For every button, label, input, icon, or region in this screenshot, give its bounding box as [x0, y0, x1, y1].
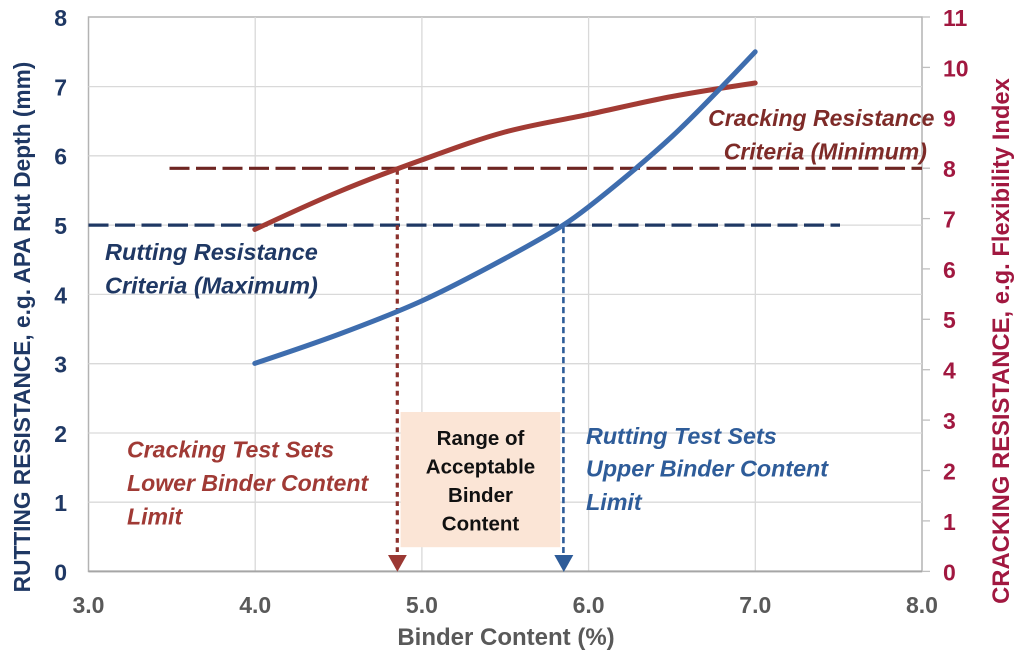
- svg-text:Binder Content (%): Binder Content (%): [397, 624, 614, 651]
- svg-text:Cracking Test Sets: Cracking Test Sets: [127, 436, 334, 462]
- svg-text:Binder: Binder: [448, 484, 513, 507]
- svg-text:Lower Binder Content: Lower Binder Content: [127, 470, 370, 496]
- svg-text:5: 5: [943, 307, 956, 333]
- svg-text:2: 2: [54, 421, 67, 447]
- svg-text:7: 7: [54, 75, 67, 101]
- svg-text:8: 8: [54, 5, 67, 31]
- svg-text:5: 5: [54, 213, 67, 239]
- svg-text:Limit: Limit: [127, 504, 183, 530]
- svg-text:8: 8: [943, 156, 956, 182]
- svg-text:4: 4: [943, 358, 956, 384]
- svg-text:5.0: 5.0: [406, 592, 438, 618]
- svg-text:Upper Binder Content: Upper Binder Content: [586, 456, 829, 482]
- svg-text:Rutting Test Sets: Rutting Test Sets: [586, 423, 777, 449]
- svg-text:Cracking Resistance: Cracking Resistance: [708, 105, 934, 131]
- svg-text:9: 9: [943, 106, 956, 132]
- svg-text:6: 6: [943, 257, 956, 283]
- svg-text:Criteria (Minimum): Criteria (Minimum): [724, 138, 927, 164]
- svg-text:6: 6: [54, 144, 67, 170]
- svg-text:3: 3: [943, 408, 956, 434]
- svg-text:0: 0: [54, 559, 67, 585]
- svg-text:3: 3: [54, 352, 67, 378]
- svg-text:7: 7: [943, 207, 956, 233]
- svg-text:1: 1: [943, 509, 956, 535]
- svg-text:4.0: 4.0: [239, 592, 271, 618]
- svg-text:Limit: Limit: [586, 489, 643, 515]
- svg-text:7.0: 7.0: [739, 592, 771, 618]
- svg-text:RUTTING RESISTANCE, e.g. APA R: RUTTING RESISTANCE, e.g. APA Rut Depth (…: [9, 62, 35, 593]
- svg-text:3.0: 3.0: [73, 592, 105, 618]
- svg-text:6.0: 6.0: [573, 592, 605, 618]
- svg-text:8.0: 8.0: [906, 592, 938, 618]
- svg-text:Range of: Range of: [437, 427, 525, 450]
- svg-text:CRACKING RESISTANCE, e.g. Flex: CRACKING RESISTANCE, e.g. Flexibility In…: [988, 77, 1015, 604]
- svg-text:0: 0: [943, 559, 956, 585]
- svg-text:4: 4: [54, 282, 67, 308]
- svg-text:Rutting Resistance: Rutting Resistance: [105, 239, 318, 265]
- svg-text:1: 1: [54, 490, 67, 516]
- svg-text:Criteria (Maximum): Criteria (Maximum): [105, 273, 318, 299]
- svg-text:10: 10: [943, 55, 969, 81]
- svg-text:2: 2: [943, 458, 956, 484]
- svg-text:Content: Content: [442, 513, 520, 536]
- svg-text:11: 11: [943, 5, 968, 31]
- svg-text:Acceptable: Acceptable: [426, 456, 535, 479]
